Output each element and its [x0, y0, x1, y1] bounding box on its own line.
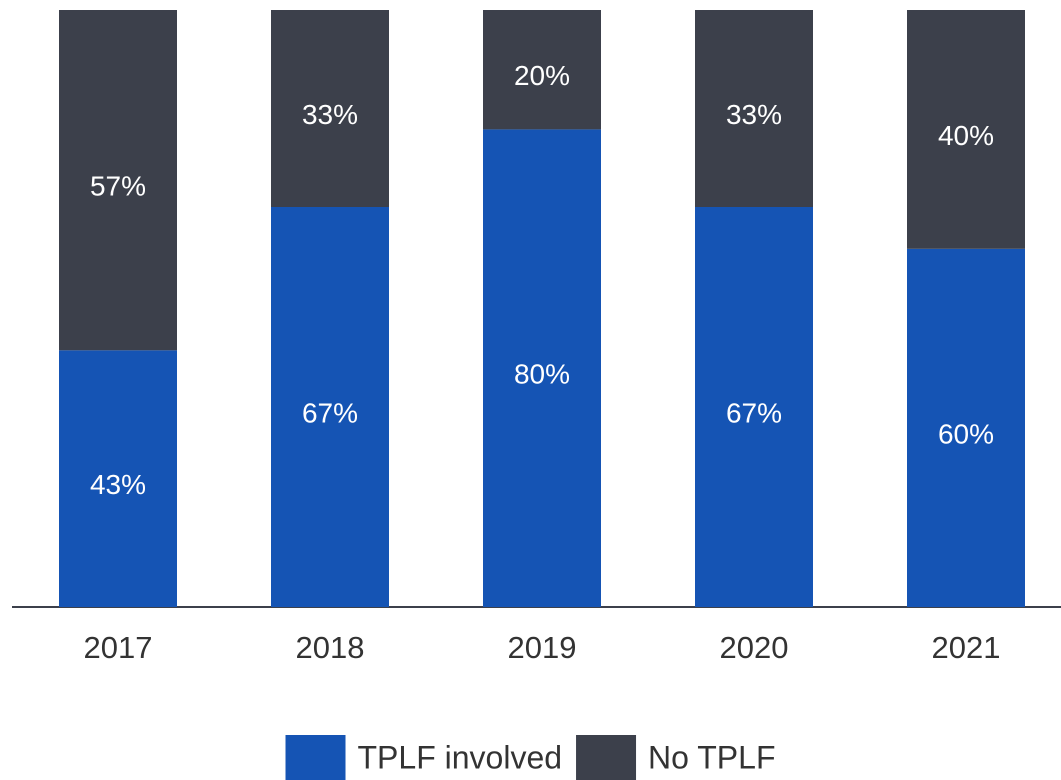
data-label: 33%	[302, 99, 358, 130]
legend-label: TPLF involved	[358, 739, 563, 775]
data-label: 43%	[90, 469, 146, 500]
bar-segment	[695, 207, 813, 607]
bar-segment	[271, 10, 389, 208]
bar-segment	[59, 10, 177, 351]
x-tick-label: 2020	[720, 630, 789, 665]
bar-segment	[695, 10, 813, 208]
x-tick-label: 2017	[84, 630, 153, 665]
x-tick-label: 2021	[932, 630, 1001, 665]
bar-segment	[271, 207, 389, 607]
bar-segment	[907, 248, 1025, 608]
bar-segment	[59, 350, 177, 607]
data-label: 33%	[726, 99, 782, 130]
x-tick-label: 2018	[296, 630, 365, 665]
data-label: 40%	[938, 120, 994, 151]
bar-segment	[483, 10, 601, 130]
legend-swatch	[576, 735, 637, 780]
legend-swatch	[285, 735, 346, 780]
x-tick-label: 2019	[508, 630, 577, 665]
bar-segment	[483, 129, 601, 607]
data-label: 20%	[514, 60, 570, 91]
bar-segment	[907, 10, 1025, 249]
legend-label: No TPLF	[648, 739, 775, 775]
data-label: 57%	[90, 171, 146, 202]
data-label: 80%	[514, 359, 570, 390]
data-label: 67%	[302, 397, 358, 428]
data-label: 67%	[726, 397, 782, 428]
data-label: 60%	[938, 418, 994, 449]
